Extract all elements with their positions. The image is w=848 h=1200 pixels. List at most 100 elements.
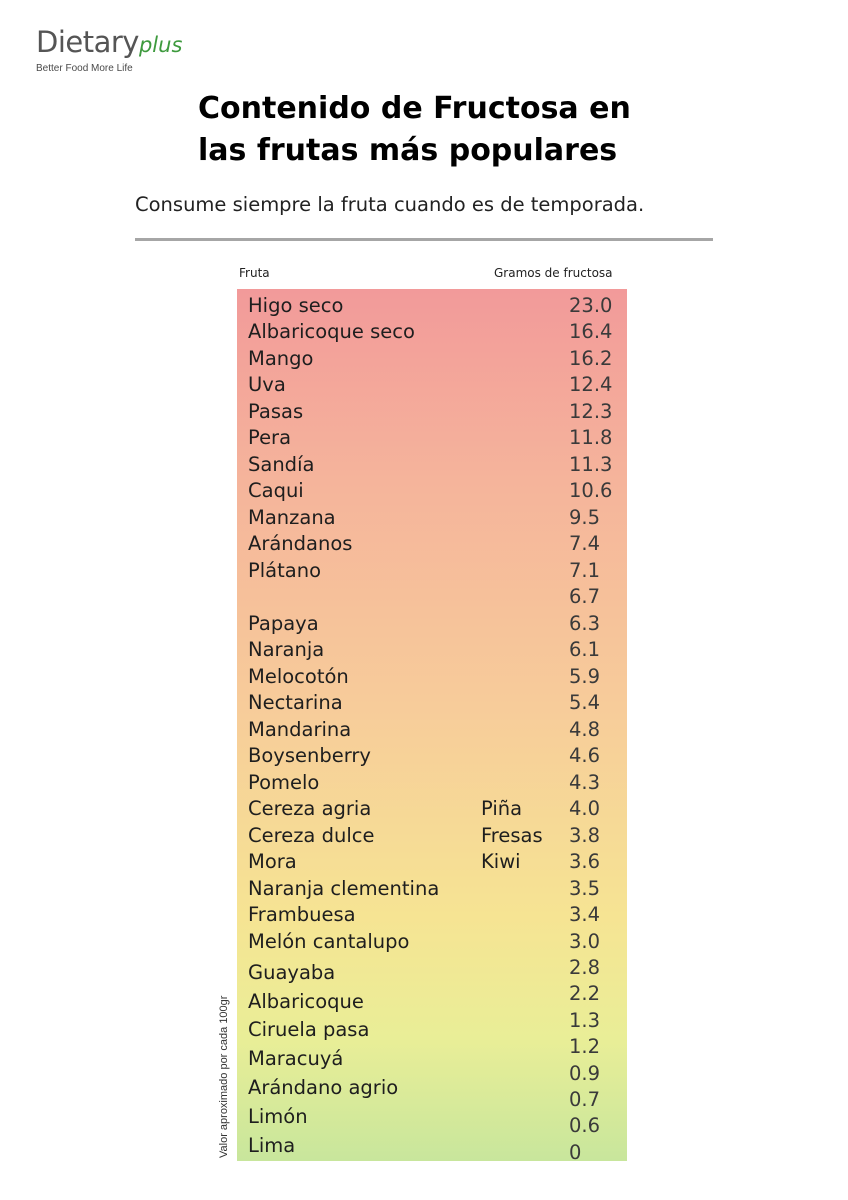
table-row: Albaricoque 2.2 (237, 289, 627, 1013)
fructose-value: 4.0 (569, 797, 601, 820)
fruit-name: Sandía (248, 453, 315, 476)
table-row: Papaya 6.3 (237, 289, 627, 635)
title-line-1: Contenido de Fructosa en (198, 91, 631, 126)
fruit-name: Higo seco (248, 294, 344, 317)
fructose-value: 11.8 (569, 426, 613, 449)
table-row: Ciruela pasa 1.3 (237, 289, 627, 1041)
fructose-value: 0.9 (569, 1062, 601, 1085)
table-row: Mora Kiwi 3.6 (237, 289, 627, 873)
page-subtitle: Consume siempre la fruta cuando es de te… (135, 193, 645, 216)
fructose-value: 3.6 (569, 850, 601, 873)
fructose-value: 4.3 (569, 771, 601, 794)
fructose-value: 0 (569, 1141, 582, 1164)
fruit-name: Manzana (248, 506, 336, 529)
logo-tagline: Better Food More Life (36, 63, 133, 74)
table-row: Naranja clementina 3.5 (237, 289, 627, 900)
fruit-name: Ciruela pasa (248, 1018, 370, 1041)
column-header-grams: Gramos de fructosa (494, 266, 613, 280)
table-row: Pera 11.8 (237, 289, 627, 449)
fructose-value: 1.2 (569, 1035, 601, 1058)
fructose-value: 9.5 (569, 506, 601, 529)
table-row: Higo seco 23.0 (237, 289, 627, 317)
fructose-value: 2.2 (569, 982, 601, 1005)
fructose-value: 3.8 (569, 824, 601, 847)
fructose-value: 16.2 (569, 347, 613, 370)
fruit-name: Uva (248, 373, 286, 396)
table-row: Uva 12.4 (237, 289, 627, 396)
table-row: Guayaba 2.8 (237, 289, 627, 984)
fruit-name-secondary: Kiwi (481, 850, 521, 873)
fruit-name: Mango (248, 347, 314, 370)
table-row: Melón cantalupo 3.0 (237, 289, 627, 953)
fruit-name: Caqui (248, 479, 304, 502)
table-row: 0 (237, 289, 627, 1164)
table-row: Pomelo 4.3 (237, 289, 627, 794)
table-row: Frambuesa 3.4 (237, 289, 627, 926)
logo-wordmark: Dietaryplus (36, 28, 182, 57)
table-row: Arándanos 7.4 (237, 289, 627, 555)
fruit-name: Pomelo (248, 771, 320, 794)
fruit-name: Melón cantalupo (248, 930, 410, 953)
fruit-name: Arándano agrio (248, 1076, 399, 1099)
table-row: Limón 0.7 (237, 289, 627, 1128)
fruit-name: Papaya (248, 612, 319, 635)
table-row: Nectarina 5.4 (237, 289, 627, 714)
fructose-value: 10.6 (569, 479, 613, 502)
fruit-name: Boysenberry (248, 744, 371, 767)
fructose-value: 3.4 (569, 903, 601, 926)
fruit-name: Melocotón (248, 665, 349, 688)
fructose-value: 1.3 (569, 1009, 601, 1032)
side-note: Valor aproximado por cada 100gr (218, 995, 230, 1158)
page-title: Contenido de Fructosa en las frutas más … (198, 88, 718, 172)
table-row: 6.7 (237, 289, 627, 608)
fruit-name: Mandarina (248, 718, 352, 741)
fruit-name: Cereza agria (248, 797, 372, 820)
table-row: Albaricoque seco 16.4 (237, 289, 627, 343)
table-row: Manzana 9.5 (237, 289, 627, 529)
table-row: Sandía 11.3 (237, 289, 627, 476)
fructose-value: 6.3 (569, 612, 601, 635)
table-row: Naranja 6.1 (237, 289, 627, 661)
fruit-name: Limón (248, 1105, 308, 1128)
title-line-2: las frutas más populares (198, 133, 618, 168)
fruit-name-secondary: Fresas (481, 824, 543, 847)
table-row: Mandarina 4.8 (237, 289, 627, 741)
logo-main-text: Dietary (36, 25, 139, 59)
fruit-name: Frambuesa (248, 903, 356, 926)
fructose-value: 16.4 (569, 320, 613, 343)
fruit-name: Nectarina (248, 691, 343, 714)
fructose-value: 6.7 (569, 585, 601, 608)
fructose-table: Higo seco 23.0 Albaricoque seco 16.4 Mango 16… (237, 289, 627, 1164)
fruit-name: Lima (248, 1134, 296, 1157)
fructose-value: 6.1 (569, 638, 601, 661)
fruit-name: Naranja (248, 638, 325, 661)
column-header-fruit: Fruta (239, 266, 270, 280)
fruit-name: Pasas (248, 400, 304, 423)
divider (135, 238, 713, 241)
table-row: Mango 16.2 (237, 289, 627, 370)
fructose-value: 3.0 (569, 930, 601, 953)
table-row: Boysenberry 4.6 (237, 289, 627, 767)
fructose-value: 4.6 (569, 744, 601, 767)
fructose-value: 7.4 (569, 532, 601, 555)
fructose-value: 12.3 (569, 400, 613, 423)
table-row: Cereza dulce Fresas 3.8 (237, 289, 627, 847)
fruit-name: Plátano (248, 559, 322, 582)
fructose-value: 23.0 (569, 294, 613, 317)
fruit-name: Mora (248, 850, 297, 873)
fruit-name: Arándanos (248, 532, 353, 555)
fruit-name: Maracuyá (248, 1047, 344, 1070)
table-row: Plátano 7.1 (237, 289, 627, 582)
fructose-value: 2.8 (569, 956, 601, 979)
fructose-value: 0.6 (569, 1114, 601, 1137)
fructose-value: 4.8 (569, 718, 601, 741)
fructose-value: 5.9 (569, 665, 601, 688)
fructose-value: 0.7 (569, 1088, 601, 1111)
fruit-name: Albaricoque seco (248, 320, 415, 343)
fruit-name: Guayaba (248, 961, 336, 984)
table-row: Cereza agria Piña 4.0 (237, 289, 627, 820)
fructose-value: 11.3 (569, 453, 613, 476)
table-row: Caqui 10.6 (237, 289, 627, 502)
table-row: Arándano agrio 0.9 (237, 289, 627, 1099)
table-row: Lima 0.6 (237, 289, 627, 1157)
